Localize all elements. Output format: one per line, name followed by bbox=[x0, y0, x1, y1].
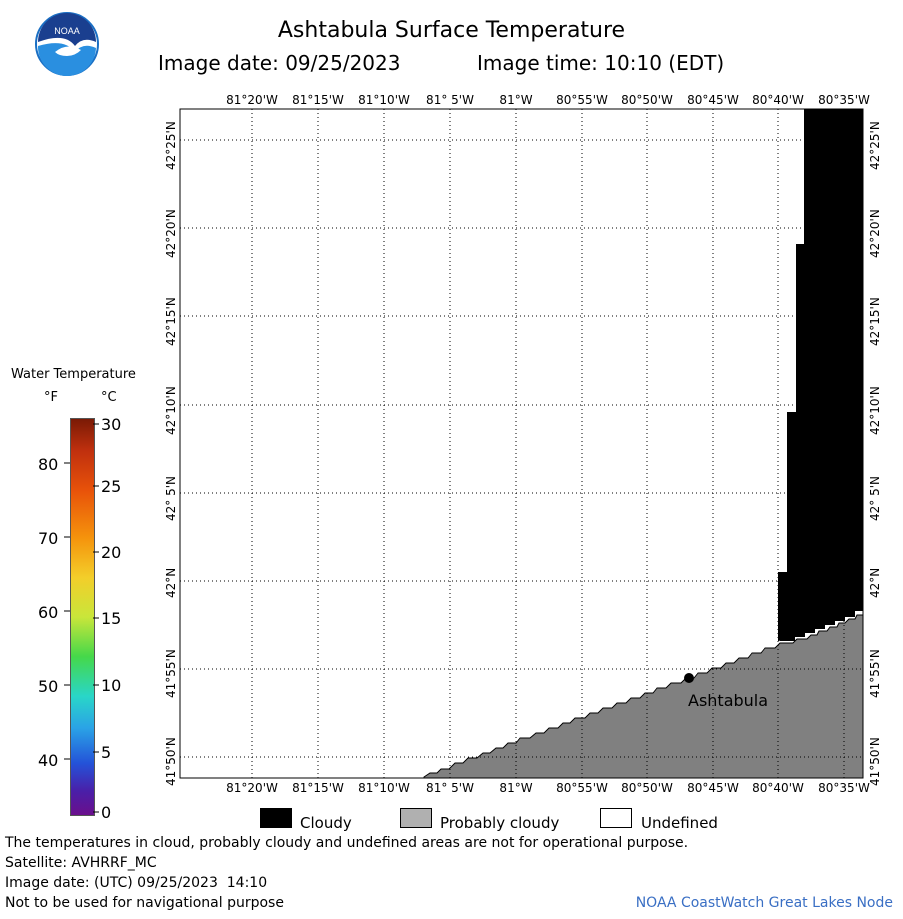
c-tick: 5 bbox=[101, 743, 112, 762]
lon-label: 80°50'W bbox=[621, 93, 673, 107]
utc-date: Image date: (UTC) 09/25/2023 14:10 bbox=[5, 875, 268, 891]
legend-swatch-undefined bbox=[600, 808, 632, 828]
c-tick: 20 bbox=[101, 543, 122, 562]
lon-label: 80°40'W bbox=[752, 781, 804, 795]
lon-label: 81° 5'W bbox=[426, 93, 474, 107]
lon-label: 80°35'W bbox=[818, 781, 870, 795]
nav-warning: Not to be used for navigational purpose bbox=[5, 895, 284, 911]
lon-label: 80°35'W bbox=[818, 93, 870, 107]
logo-text: NOAA bbox=[54, 26, 80, 36]
legend-swatch-probably-cloudy bbox=[400, 808, 432, 828]
unit-f: °F bbox=[44, 390, 58, 405]
lon-label: 80°45'W bbox=[687, 93, 739, 107]
c-tick: 15 bbox=[101, 609, 122, 628]
probably-cloudy-area bbox=[423, 614, 864, 779]
noaa-logo: NOAA bbox=[35, 12, 99, 76]
c-tick: 30 bbox=[101, 415, 122, 434]
lon-label: 81°10'W bbox=[358, 93, 410, 107]
place-label: Ashtabula bbox=[688, 691, 769, 710]
legend-swatch-cloudy bbox=[260, 808, 292, 828]
disclaimer: The temperatures in cloud, probably clou… bbox=[5, 835, 689, 851]
cloudy-area bbox=[778, 109, 863, 641]
colorbar-title: Water Temperature bbox=[11, 367, 136, 382]
f-tick: 50 bbox=[38, 677, 59, 696]
credit: NOAA CoastWatch Great Lakes Node bbox=[635, 895, 893, 911]
lon-label: 81° 5'W bbox=[426, 781, 474, 795]
legend-label-probably-cloudy: Probably cloudy bbox=[440, 814, 560, 832]
unit-c: °C bbox=[101, 390, 117, 405]
lon-label: 80°55'W bbox=[556, 93, 608, 107]
lon-label: 81°20'W bbox=[226, 781, 278, 795]
lon-label: 80°55'W bbox=[556, 781, 608, 795]
f-tick: 40 bbox=[38, 751, 59, 770]
lon-label: 81°W bbox=[499, 781, 533, 795]
lon-label: 81°20'W bbox=[226, 93, 278, 107]
c-tick: 0 bbox=[101, 803, 112, 822]
image-time: Image time: 10:10 (EDT) bbox=[477, 51, 725, 75]
f-tick: 70 bbox=[38, 529, 59, 548]
c-tick: 25 bbox=[101, 477, 122, 496]
c-tick: 10 bbox=[101, 676, 122, 695]
colorbar-ticks bbox=[64, 423, 99, 813]
ashtabula-marker bbox=[684, 673, 694, 683]
map-frame bbox=[179, 108, 864, 779]
f-tick: 60 bbox=[38, 603, 59, 622]
lon-label: 81°15'W bbox=[292, 781, 344, 795]
lon-label: 81°10'W bbox=[358, 781, 410, 795]
lon-label: 81°W bbox=[499, 93, 533, 107]
legend-label-cloudy: Cloudy bbox=[300, 814, 352, 832]
lon-label: 80°40'W bbox=[752, 93, 804, 107]
lon-label: 80°45'W bbox=[687, 781, 739, 795]
page-title: Ashtabula Surface Temperature bbox=[277, 18, 626, 43]
image-date: Image date: 09/25/2023 bbox=[158, 51, 401, 75]
colorbar bbox=[70, 418, 95, 816]
f-tick: 80 bbox=[38, 455, 59, 474]
lon-label: 81°15'W bbox=[292, 93, 344, 107]
legend-label-undefined: Undefined bbox=[641, 814, 718, 832]
shoreline bbox=[423, 640, 781, 776]
satellite: Satellite: AVHRRF_MC bbox=[5, 855, 157, 871]
lon-label: 80°50'W bbox=[621, 781, 673, 795]
